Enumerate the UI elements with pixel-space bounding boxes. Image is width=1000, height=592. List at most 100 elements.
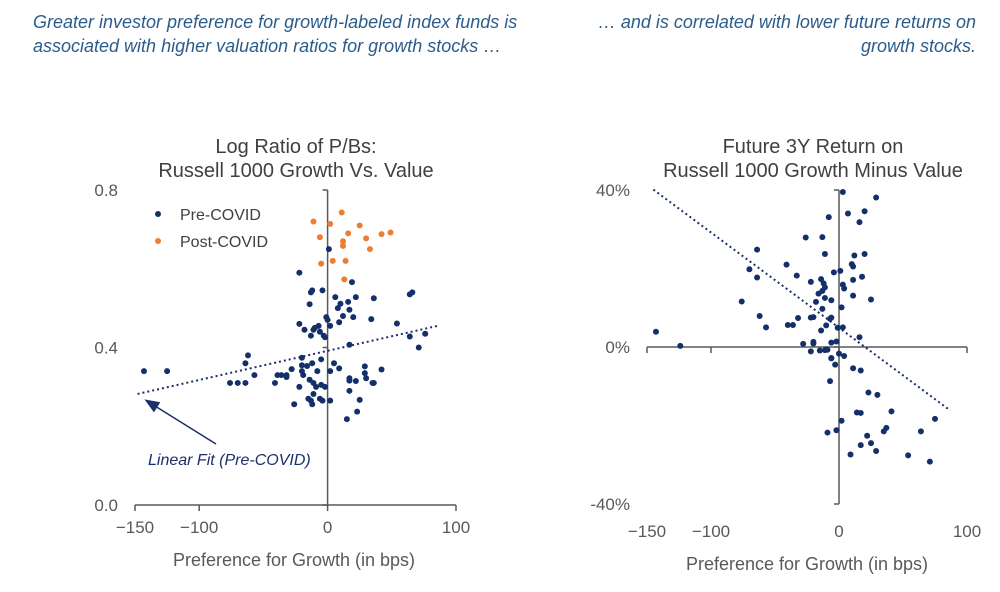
data-point	[363, 375, 370, 382]
data-point	[823, 322, 830, 329]
data-point	[865, 389, 872, 396]
data-point	[827, 378, 834, 385]
data-point	[324, 316, 331, 323]
data-point	[825, 214, 832, 221]
data-point	[828, 355, 835, 362]
data-point	[343, 416, 350, 423]
data-point-post-covid	[340, 238, 347, 245]
data-point	[873, 194, 880, 201]
chart-title-line2: Russell 1000 Growth Minus Value	[663, 160, 963, 182]
data-point-post-covid	[316, 234, 323, 241]
data-point	[763, 324, 770, 331]
data-point	[856, 334, 863, 341]
data-point	[917, 428, 924, 435]
data-point	[850, 292, 857, 299]
data-point	[857, 409, 864, 416]
data-point	[242, 360, 249, 367]
data-point	[888, 408, 895, 415]
data-point	[926, 458, 933, 465]
data-point	[754, 274, 761, 281]
data-point	[350, 314, 357, 321]
data-point	[309, 360, 316, 367]
data-point	[746, 266, 753, 273]
data-point	[856, 219, 863, 226]
data-point	[859, 273, 866, 280]
data-point	[370, 295, 377, 302]
y-tick-label: 0.0	[94, 496, 118, 515]
data-point-post-covid	[363, 235, 370, 242]
data-point-post-covid	[378, 231, 385, 238]
data-point	[356, 396, 363, 403]
pb-ratio-chart: Log Ratio of P/Bs: Russell 1000 Growth V…	[94, 136, 470, 570]
data-point	[812, 298, 819, 305]
data-point	[819, 305, 826, 312]
data-point	[807, 348, 814, 355]
data-point	[847, 451, 854, 458]
x-tick-label: 100	[442, 518, 470, 537]
data-point	[334, 305, 341, 312]
data-point-post-covid	[341, 276, 348, 283]
data-point	[309, 287, 316, 294]
data-point	[346, 387, 353, 394]
y-tick-label: 0%	[605, 338, 630, 357]
data-point	[800, 340, 807, 347]
data-point	[298, 354, 305, 361]
data-point	[652, 328, 659, 335]
data-point	[832, 361, 839, 368]
data-point	[834, 324, 841, 331]
data-point	[340, 313, 347, 319]
legend-pre-covid: Pre-COVID	[180, 207, 261, 224]
data-point	[754, 246, 761, 253]
data-point	[319, 397, 326, 404]
data-point	[348, 279, 355, 286]
data-point	[315, 322, 322, 329]
data-point	[318, 356, 325, 363]
data-point	[868, 440, 874, 447]
data-point	[331, 360, 338, 367]
data-point	[844, 210, 851, 217]
data-point	[422, 330, 429, 337]
trend-line	[652, 188, 951, 412]
data-point	[325, 246, 332, 253]
data-point-post-covid	[342, 257, 349, 264]
data-point	[861, 208, 868, 215]
data-point	[361, 370, 368, 377]
data-point	[838, 304, 845, 311]
data-point	[316, 328, 323, 335]
data-point	[304, 363, 311, 370]
data-point	[857, 367, 864, 374]
data-point	[819, 234, 826, 241]
data-point	[301, 326, 308, 333]
data-point	[851, 252, 858, 259]
legend-marker-post-covid	[155, 238, 161, 244]
data-point	[793, 272, 800, 279]
data-point	[406, 333, 413, 340]
data-point	[833, 338, 840, 345]
data-point	[677, 342, 684, 349]
data-point	[345, 298, 352, 305]
data-point	[821, 294, 828, 301]
data-point	[346, 306, 353, 313]
data-point	[868, 296, 874, 303]
data-point-post-covid	[329, 257, 336, 264]
legend-post-covid: Post-COVID	[180, 234, 268, 251]
data-point	[837, 267, 844, 274]
data-point	[306, 301, 313, 308]
data-point	[839, 324, 846, 331]
x-tick-label: 0	[834, 522, 843, 541]
x-tick-label: −100	[692, 522, 730, 541]
data-point	[242, 379, 249, 386]
data-point	[415, 344, 422, 351]
data-point	[789, 322, 796, 329]
data-point	[327, 368, 334, 375]
data-point	[905, 452, 912, 459]
data-point	[838, 417, 845, 424]
x-tick-label: 100	[953, 522, 981, 541]
y-tick-label: 40%	[596, 181, 630, 200]
data-point	[828, 297, 835, 304]
data-point	[824, 346, 831, 353]
data-point	[314, 368, 321, 375]
data-point	[307, 332, 314, 339]
data-point-post-covid	[345, 230, 352, 237]
